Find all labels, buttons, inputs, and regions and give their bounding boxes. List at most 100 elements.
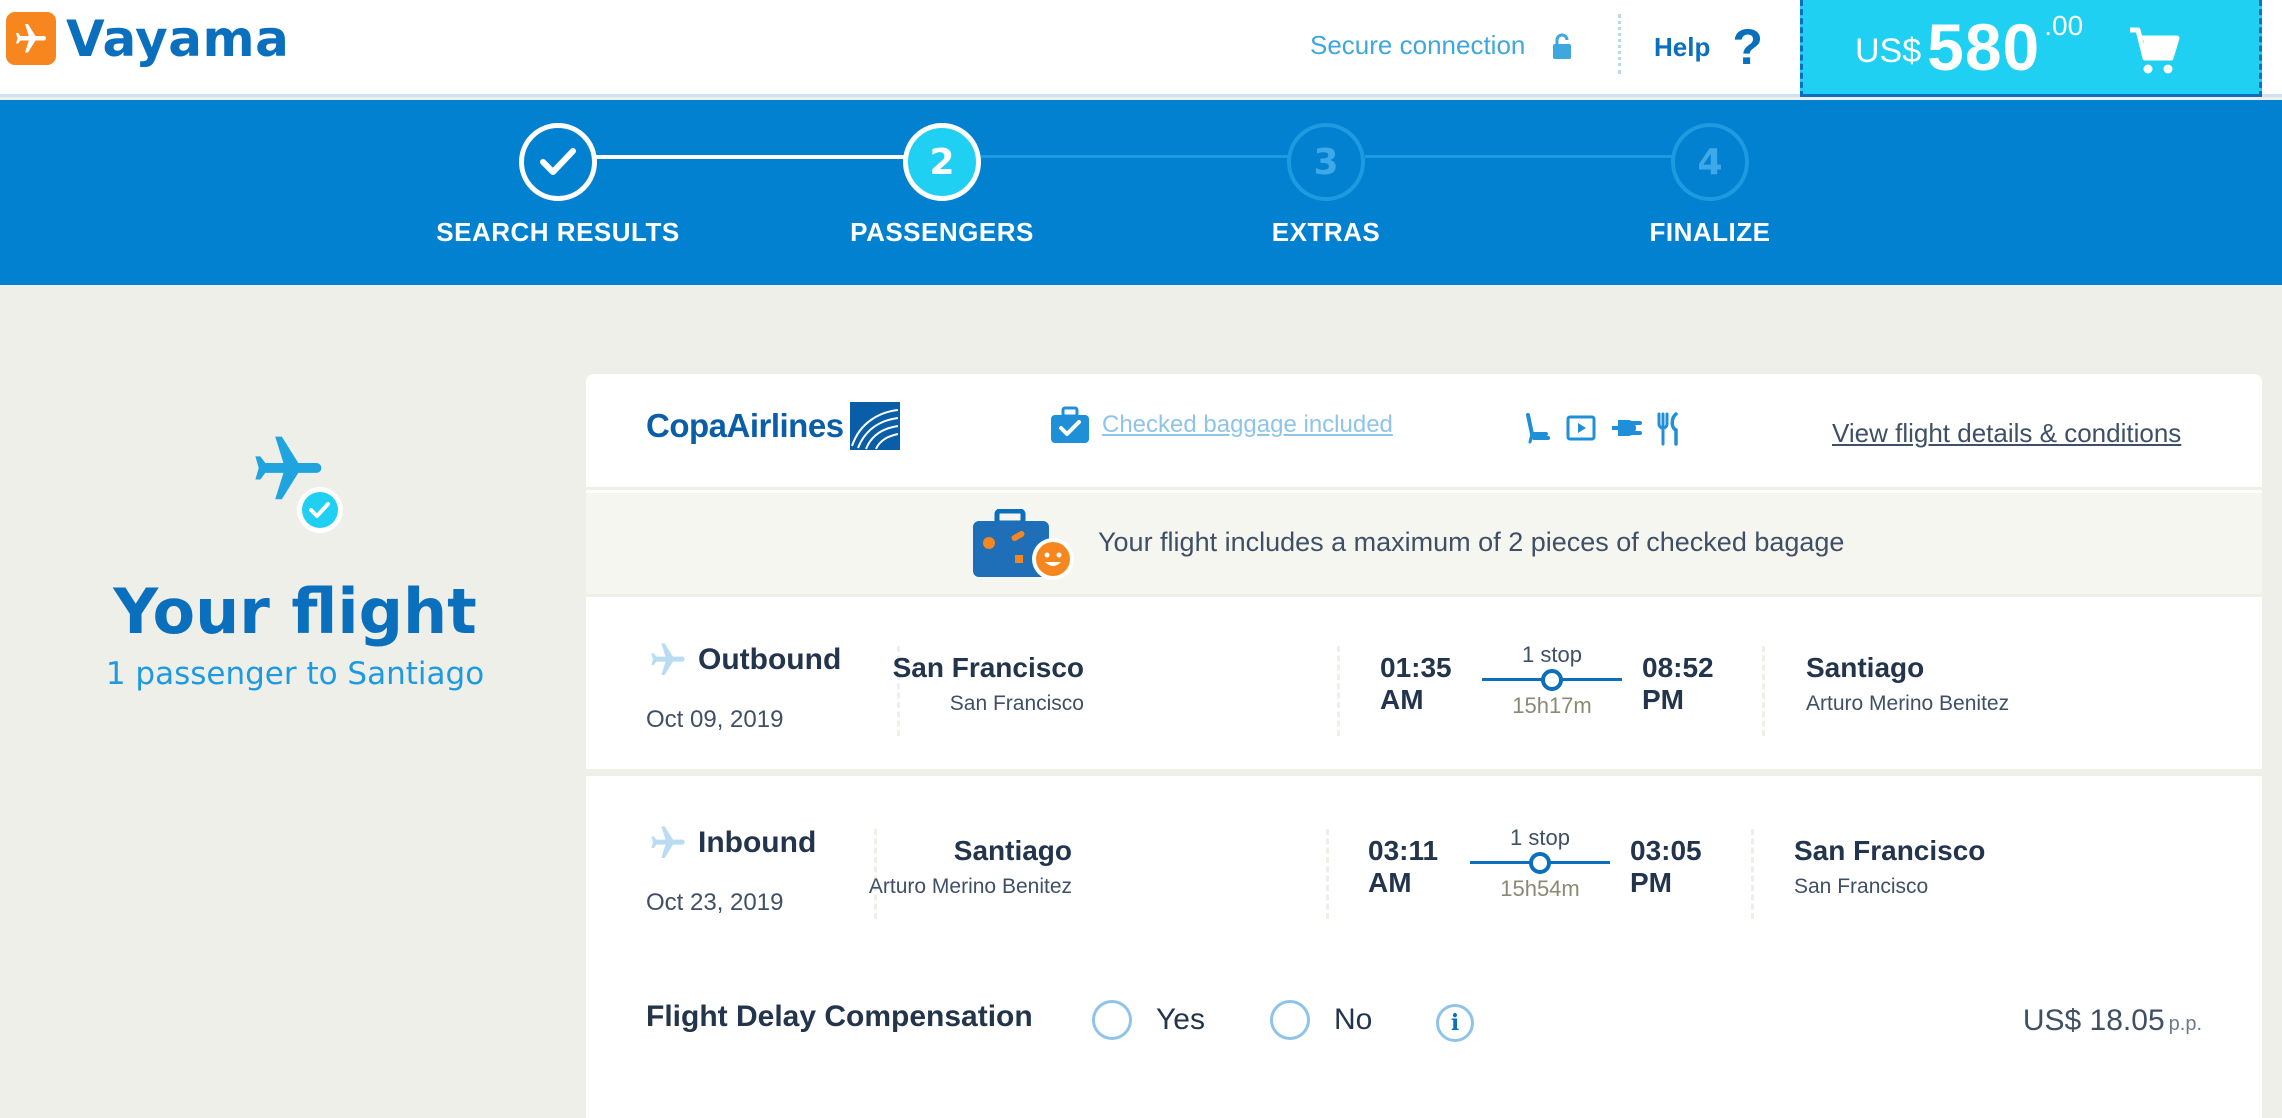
plane-icon [651,643,685,675]
delay-compensation-no-radio[interactable]: No [1270,1000,1372,1040]
price-value: US$ 18.05 [2022,1004,2165,1037]
stop-dot [1529,852,1551,874]
origin-airport: Arturo Merino Benitez [868,875,1072,898]
question-icon: ? [1732,19,1763,75]
inbound-segment[interactable]: Inbound Oct 23, 2019 Santiago Arturo Mer… [586,783,2262,959]
help-button[interactable]: Help ? [1654,22,1763,72]
radio-circle [1092,1000,1132,1040]
delay-compensation-yes-radio[interactable]: Yes [1092,1000,1205,1040]
delay-compensation-price: US$ 18.05 p.p. [2023,1004,2202,1038]
segment-date: Oct 23, 2019 [646,889,784,916]
segment-date: Oct 09, 2019 [646,706,784,733]
arrival-time: 03:05 PM [1630,835,1702,899]
step-number: 2 [903,123,981,201]
stop-dot [1541,669,1563,691]
secure-connection-label: Secure connection [1310,30,1526,60]
flight-delay-compensation: Flight Delay Compensation Yes No i US$ 1… [586,974,2262,1094]
flight-card: CopaAirlines Checked baggage included [586,374,2262,1118]
view-flight-details-link[interactable]: View flight details & conditions [1832,418,2182,448]
progress-steps: SEARCH RESULTS 2 PASSENGERS 3 EXTRAS 4 F… [0,100,2282,285]
airline-name: CopaAirlines [646,407,844,444]
arrival-time: 08:52 PM [1642,652,1714,716]
delay-compensation-label: Flight Delay Compensation [646,1000,1033,1033]
cart-amount: 580 [1927,10,2041,84]
arrival-ampm: PM [1642,684,1684,716]
flight-duration: 15h54m [1500,876,1580,901]
flight-duration: 15h17m [1512,693,1592,718]
vayama-logo[interactable]: Vayama [6,12,289,65]
airline-logo: CopaAirlines [646,402,900,450]
stops-count: 1 stop [1510,825,1570,850]
step-search-results[interactable]: SEARCH RESULTS [358,123,758,248]
stops-indicator: 1 stop 15h54m [1470,825,1610,902]
meal-icon [1656,412,1682,451]
info-icon[interactable]: i [1436,1004,1474,1042]
segment-divider [1751,829,1754,919]
radio-label: No [1334,1003,1373,1036]
price-unit: p.p. [2168,1013,2202,1035]
amenities [1522,412,1696,451]
step-label: FINALIZE [1649,217,1771,247]
segment-divider [1337,646,1340,736]
direction-label: Outbound [698,643,842,676]
lock-icon [1553,33,1572,59]
flight-summary: Your flight 1 passenger to Santiago [0,430,590,692]
departure-clock: 01:35 [1380,652,1452,683]
origin: Santiago Arturo Merino Benitez [772,835,1072,899]
flight-confirmed-icon [240,430,350,540]
departure-ampm: AM [1380,684,1424,716]
top-bar: Vayama Secure connection Help ? US$ 580 … [0,0,2282,97]
stops-count: 1 stop [1522,642,1582,667]
copa-globe-icon [849,402,900,450]
radio-circle [1270,1000,1310,1040]
arrival-clock: 03:05 [1630,835,1702,866]
cart-icon [2130,27,2180,74]
baggage-banner-text: Your flight includes a maximum of 2 piec… [1098,527,1845,557]
step-passengers: 2 PASSENGERS [742,123,1142,248]
destination-city: Santiago [1806,652,1925,683]
checkmark-icon [519,123,597,201]
header-divider [1618,14,1621,74]
baggage-check-icon [1051,406,1089,443]
checked-baggage-link[interactable]: Checked baggage included [1050,406,1393,444]
step-connector-3 [1365,155,1710,158]
segment-divider [874,829,877,919]
segment-direction: Inbound [646,823,816,863]
baggage-banner: Your flight includes a maximum of 2 piec… [586,493,2262,597]
destination-airport: Arturo Merino Benitez [1806,692,2010,715]
origin-airport: San Francisco [949,692,1084,715]
step-extras: 3 EXTRAS [1126,123,1526,248]
radio-label: Yes [1156,1003,1205,1036]
step-connector-1 [559,155,942,159]
cart-button[interactable]: US$ 580 .00 [1800,0,2262,97]
seat-icon [1522,412,1552,451]
summary-subtitle: 1 passenger to Santiago [105,656,485,693]
step-number: 4 [1671,123,1749,201]
origin-city: San Francisco [892,652,1084,683]
step-label: PASSENGERS [850,217,1034,247]
power-icon [1610,412,1642,451]
departure-ampm: AM [1368,867,1412,899]
step-label: EXTRAS [1271,217,1381,247]
departure-time: 03:11 AM [1368,835,1438,899]
secure-connection: Secure connection [1310,30,1573,61]
suitcase-smile-icon [973,509,1074,580]
flight-card-header: CopaAirlines Checked baggage included [586,374,2262,490]
outbound-segment[interactable]: Outbound Oct 09, 2019 San Francisco San … [586,600,2262,776]
segment-direction: Outbound [646,640,841,680]
origin-city: Santiago [953,835,1072,866]
departure-clock: 03:11 [1368,835,1439,866]
route-line [1470,852,1610,874]
segment-divider [1326,829,1329,919]
cart-currency: US$ [1855,31,1922,70]
direction-label: Inbound [698,826,817,859]
destination-airport: San Francisco [1794,875,1929,898]
arrival-clock: 08:52 [1642,652,1714,683]
summary-title: Your flight [113,575,477,648]
departure-time: 01:35 AM [1380,652,1452,716]
arrival-ampm: PM [1630,867,1672,899]
help-label: Help [1654,31,1711,62]
step-number: 3 [1287,123,1365,201]
video-icon [1566,412,1596,451]
origin: San Francisco San Francisco [784,652,1084,716]
